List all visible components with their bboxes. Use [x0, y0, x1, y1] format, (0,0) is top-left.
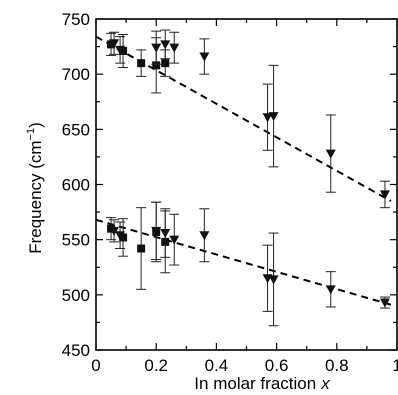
triangle-marker	[169, 43, 180, 53]
y-tick-label: 500	[62, 286, 90, 305]
y-tick-label: 650	[62, 120, 90, 139]
y-axis-title-close: )	[26, 122, 45, 128]
triangle-marker	[109, 226, 120, 236]
x-tick-label: 0.4	[205, 356, 229, 375]
plot-area	[95, 29, 392, 327]
y-axis-title-superscript: −1	[25, 128, 37, 141]
triangle-marker	[160, 40, 171, 50]
square-marker	[137, 244, 146, 253]
x-axis-title-text: In molar fraction	[194, 374, 316, 393]
triangle-marker	[169, 235, 180, 245]
y-tick-label: 550	[62, 231, 90, 250]
x-tick-label: 0	[91, 356, 100, 375]
triangle-marker	[379, 190, 390, 200]
x-tick-label: 0.6	[265, 356, 289, 375]
triangle-marker	[325, 149, 336, 159]
square-marker	[107, 40, 116, 49]
triangle-marker	[268, 275, 279, 285]
y-tick-label: 600	[62, 176, 90, 195]
axis-ticks: 0 0.2 0.4 0.6 0.8 1 450 500 550 600 650 700 750	[62, 10, 398, 375]
triangle-marker	[262, 113, 273, 123]
plot-frame	[95, 18, 398, 351]
triangle-marker	[109, 39, 120, 49]
triangle-marker	[268, 112, 279, 122]
triangle-marker	[151, 226, 162, 236]
x-axis-title-variable: x	[320, 374, 330, 393]
x-tick-label: 1	[392, 356, 398, 375]
triangle-marker	[115, 45, 126, 55]
fit-line	[95, 218, 392, 306]
x-tick-label: 0.2	[144, 356, 168, 375]
triangle-marker	[325, 285, 336, 295]
square-marker	[152, 61, 161, 70]
y-tick-label: 750	[62, 10, 90, 29]
square-marker	[137, 59, 146, 68]
triangle-marker	[115, 231, 126, 241]
triangle-marker	[199, 231, 210, 241]
square-marker	[119, 46, 128, 55]
square-marker	[161, 59, 170, 68]
y-axis-title-text: Frequency (cm	[26, 140, 45, 253]
square-marker	[119, 233, 128, 242]
triangle-marker	[160, 229, 171, 239]
fit-line	[95, 35, 392, 202]
y-tick-label: 450	[62, 341, 90, 360]
triangle-marker	[151, 43, 162, 53]
y-axis-title: Frequency (cm−1)	[25, 122, 45, 254]
x-tick-label: 0.8	[325, 356, 349, 375]
y-tick-label: 700	[62, 65, 90, 84]
x-axis-title: In molar fraction x	[194, 374, 330, 393]
triangle-marker	[379, 298, 390, 308]
triangle-marker	[199, 52, 210, 62]
